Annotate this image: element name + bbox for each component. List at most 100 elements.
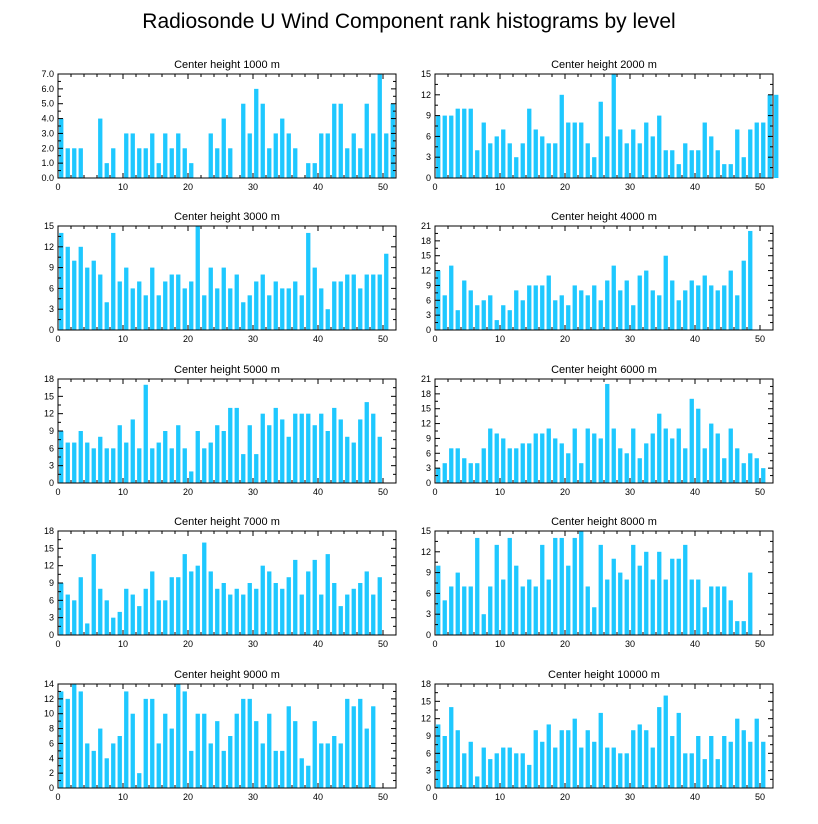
x-tick-label: 20 [183, 487, 193, 497]
bar [741, 463, 746, 483]
bar [293, 148, 298, 178]
bar [59, 583, 64, 635]
y-tick-label: 3 [426, 463, 431, 473]
bar [494, 433, 499, 483]
bar [85, 623, 90, 635]
bar [130, 133, 135, 178]
bar [436, 115, 441, 178]
y-tick-label: 18 [44, 526, 54, 536]
bar [676, 558, 681, 635]
bar [208, 133, 213, 178]
bar [748, 129, 753, 178]
bar [546, 275, 551, 330]
bar [520, 586, 525, 635]
bar [371, 706, 376, 788]
bar [488, 586, 493, 635]
bar [644, 122, 649, 178]
y-tick-label: 6 [426, 588, 431, 598]
y-tick-label: 18 [421, 389, 431, 399]
x-tick-label: 20 [183, 182, 193, 192]
bar [234, 588, 239, 635]
bar [143, 698, 148, 788]
bar [702, 448, 707, 483]
y-tick-label: 4.0 [41, 114, 54, 124]
bar [65, 246, 70, 330]
bar [247, 425, 252, 483]
bar [507, 747, 512, 788]
y-tick-label: 3 [49, 613, 54, 623]
bar [293, 559, 298, 635]
bar [631, 544, 636, 635]
x-tick-label: 50 [378, 182, 388, 192]
bar [117, 425, 122, 483]
bar [663, 255, 668, 330]
x-tick-label: 40 [313, 639, 323, 649]
bar [676, 712, 681, 788]
bar [65, 698, 70, 788]
bar [722, 285, 727, 330]
bar [611, 265, 616, 330]
panel-title: Center height 8000 m [551, 516, 657, 528]
bar [215, 721, 220, 788]
bar [364, 402, 369, 483]
bar [585, 730, 590, 788]
bar [709, 586, 714, 635]
bar [150, 267, 155, 330]
bar [585, 586, 590, 635]
y-tick-label: 12 [421, 547, 431, 557]
bar [501, 305, 506, 330]
bar [579, 290, 584, 330]
panel-2: Center height 2000 m 0 10 20 30 40 50 0 3 6 9 12 15 [421, 59, 779, 192]
x-tick-label: 50 [378, 334, 388, 344]
y-tick-label: 9 [426, 111, 431, 121]
bar [351, 588, 356, 635]
x-tick-label: 10 [495, 182, 505, 192]
bar [104, 758, 109, 788]
y-tick-label: 2.0 [41, 143, 54, 153]
bar [442, 115, 447, 178]
bar [150, 448, 155, 483]
bar [91, 448, 96, 483]
bar [462, 586, 467, 635]
bar [221, 267, 226, 330]
bar [514, 565, 519, 635]
bar [579, 747, 584, 788]
bar [449, 586, 454, 635]
bar [280, 419, 285, 483]
bar [273, 281, 278, 330]
y-tick-label: 1.0 [41, 158, 54, 168]
bar [358, 288, 363, 330]
bar [267, 295, 272, 330]
x-tick-label: 30 [248, 487, 258, 497]
bar [286, 706, 291, 788]
y-tick-label: 6 [426, 748, 431, 758]
bar [163, 600, 168, 635]
bar [345, 594, 350, 635]
bar [111, 148, 116, 178]
bar [436, 565, 441, 635]
bar [631, 428, 636, 483]
x-tick-label: 10 [495, 792, 505, 802]
y-tick-label: 8 [49, 724, 54, 734]
bar [124, 133, 129, 178]
bar [598, 101, 603, 178]
bar [332, 407, 337, 483]
bar [663, 579, 668, 635]
x-tick-label: 10 [495, 487, 505, 497]
x-tick-label: 10 [118, 792, 128, 802]
bar [637, 275, 642, 330]
bar [501, 129, 506, 178]
bar [605, 579, 610, 635]
bar [774, 94, 779, 178]
bar [598, 544, 603, 635]
x-tick-label: 20 [183, 792, 193, 802]
y-tick-label: 9 [426, 568, 431, 578]
bar [195, 431, 200, 483]
y-tick-label: 15 [421, 251, 431, 261]
x-tick-label: 0 [432, 487, 437, 497]
bar [202, 448, 207, 483]
bar [364, 274, 369, 330]
bar [650, 433, 655, 483]
y-tick-label: 5.0 [41, 99, 54, 109]
bar [663, 150, 668, 178]
